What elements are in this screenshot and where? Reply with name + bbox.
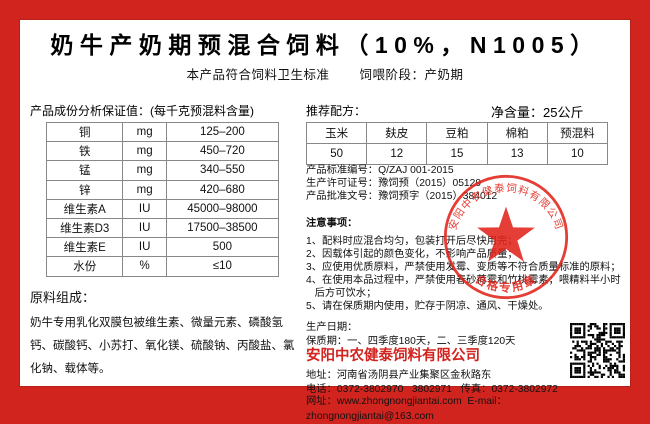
svg-text:合格专用章: 合格专用章 bbox=[473, 272, 540, 295]
